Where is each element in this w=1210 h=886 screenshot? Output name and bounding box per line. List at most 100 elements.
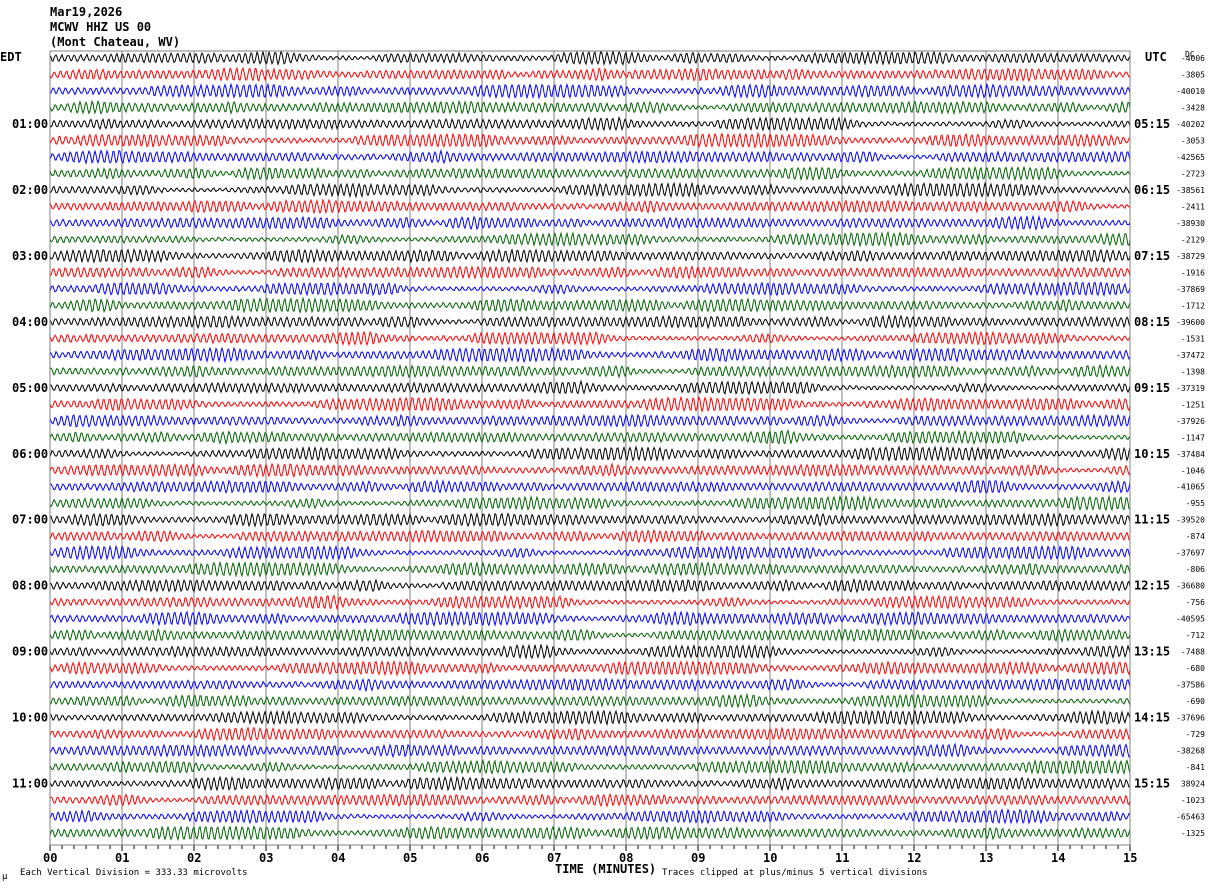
dc-offset-label: -1023 bbox=[1181, 796, 1205, 805]
dc-offset-label: -37696 bbox=[1176, 714, 1205, 723]
trace-35 bbox=[49, 610, 1131, 628]
trace-39 bbox=[49, 677, 1131, 693]
trace-4 bbox=[49, 99, 1131, 116]
right-hour-label: 07:15 bbox=[1134, 249, 1170, 263]
trace-24 bbox=[49, 429, 1131, 446]
dc-offset-label: -37319 bbox=[1176, 384, 1205, 393]
left-hour-label: 06:00 bbox=[12, 447, 48, 461]
dc-offset-label: -1046 bbox=[1181, 466, 1205, 475]
dc-offset-label: -37484 bbox=[1176, 450, 1205, 459]
dc-offset-label: -2129 bbox=[1181, 235, 1205, 244]
trace-28 bbox=[49, 494, 1131, 512]
dc-offset-label: 38924 bbox=[1181, 780, 1205, 789]
dc-offset-label: -841 bbox=[1186, 763, 1205, 772]
dc-offset-label: -680 bbox=[1186, 664, 1205, 673]
dc-label: DC bbox=[1185, 50, 1195, 59]
right-hour-label: 10:15 bbox=[1134, 447, 1170, 461]
location-label: (Mont Chateau, WV) bbox=[50, 35, 180, 49]
trace-1 bbox=[49, 49, 1131, 67]
dc-offset-label: -40010 bbox=[1176, 87, 1205, 96]
right-hour-label: 08:15 bbox=[1134, 315, 1170, 329]
dc-offset-label: -874 bbox=[1186, 532, 1205, 541]
left-hour-label: 03:00 bbox=[12, 249, 48, 263]
right-hour-label: 11:15 bbox=[1134, 513, 1170, 527]
right-hour-label: 12:15 bbox=[1134, 579, 1170, 593]
right-hour-label: 09:15 bbox=[1134, 381, 1170, 395]
station-label: MCWV HHZ US 00 bbox=[50, 20, 151, 34]
left-timezone-label: EDT bbox=[0, 50, 22, 64]
dc-offset-label: -37472 bbox=[1176, 351, 1205, 360]
trace-47 bbox=[49, 808, 1131, 825]
left-hour-label: 05:00 bbox=[12, 381, 48, 395]
trace-22 bbox=[49, 395, 1131, 414]
left-hour-label: 02:00 bbox=[12, 183, 48, 197]
trace-41 bbox=[49, 709, 1131, 727]
trace-20 bbox=[49, 363, 1131, 379]
trace-44 bbox=[49, 758, 1131, 776]
dc-offset-label: -1251 bbox=[1181, 400, 1205, 409]
dc-offset-label: -39520 bbox=[1176, 516, 1205, 525]
left-hour-label: 11:00 bbox=[12, 777, 48, 791]
x-axis-title: TIME (MINUTES) bbox=[555, 862, 656, 876]
dc-offset-label: -3053 bbox=[1181, 136, 1205, 145]
trace-11 bbox=[49, 214, 1131, 232]
trace-27 bbox=[49, 479, 1131, 494]
right-hour-label: 15:15 bbox=[1134, 777, 1170, 791]
dc-offset-label: -36680 bbox=[1176, 582, 1205, 591]
trace-30 bbox=[49, 528, 1131, 545]
dc-offset-label: -37697 bbox=[1176, 549, 1205, 558]
left-hour-label: 07:00 bbox=[12, 513, 48, 527]
dc-offset-label: -1325 bbox=[1181, 829, 1205, 838]
trace-40 bbox=[49, 692, 1131, 709]
trace-23 bbox=[49, 413, 1131, 428]
clip-note: Traces clipped at plus/minus 5 vertical … bbox=[662, 868, 928, 878]
dc-offset-label: -729 bbox=[1186, 730, 1205, 739]
dc-offset-label: -41065 bbox=[1176, 483, 1205, 492]
scale-note: Each Vertical Division = 333.33 microvol… bbox=[20, 868, 248, 878]
trace-32 bbox=[49, 560, 1131, 578]
right-timezone-label: UTC bbox=[1145, 50, 1167, 64]
x-tick-label: 01 bbox=[115, 851, 129, 865]
trace-33 bbox=[49, 577, 1131, 594]
dc-offset-label: -955 bbox=[1186, 499, 1205, 508]
trace-34 bbox=[49, 594, 1131, 611]
trace-15 bbox=[49, 281, 1131, 298]
dc-offset-label: -1147 bbox=[1181, 433, 1205, 442]
trace-43 bbox=[49, 742, 1131, 759]
left-hour-label: 01:00 bbox=[12, 117, 48, 131]
dc-offset-label: -3805 bbox=[1181, 70, 1205, 79]
left-hour-label: 08:00 bbox=[12, 579, 48, 593]
trace-12 bbox=[49, 230, 1131, 249]
mu-icon: µ bbox=[2, 872, 8, 882]
trace-18 bbox=[49, 330, 1131, 347]
trace-14 bbox=[50, 264, 1131, 281]
right-hour-label: 14:15 bbox=[1134, 711, 1170, 725]
trace-3 bbox=[49, 82, 1131, 100]
x-tick-label: 12 bbox=[907, 851, 921, 865]
trace-13 bbox=[49, 248, 1131, 265]
dc-offset-label: -806 bbox=[1186, 565, 1205, 574]
trace-31 bbox=[49, 544, 1131, 562]
trace-46 bbox=[49, 792, 1131, 809]
trace-42 bbox=[49, 726, 1131, 742]
trace-36 bbox=[49, 627, 1131, 644]
trace-16 bbox=[49, 296, 1131, 315]
x-tick-label: 15 bbox=[1123, 851, 1137, 865]
dc-offset-label: -756 bbox=[1186, 598, 1205, 607]
trace-7 bbox=[49, 148, 1131, 165]
dc-offset-label: -690 bbox=[1186, 697, 1205, 706]
x-tick-label: 10 bbox=[763, 851, 777, 865]
x-tick-label: 02 bbox=[187, 851, 201, 865]
left-hour-label: 10:00 bbox=[12, 711, 48, 725]
dc-offset-label: -7488 bbox=[1181, 648, 1205, 657]
trace-6 bbox=[49, 131, 1131, 149]
trace-10 bbox=[49, 198, 1131, 215]
dc-offset-label: -2411 bbox=[1181, 202, 1205, 211]
x-tick-label: 14 bbox=[1051, 851, 1065, 865]
dc-offset-label: -1916 bbox=[1181, 268, 1205, 277]
trace-9 bbox=[49, 181, 1131, 199]
trace-37 bbox=[49, 643, 1131, 660]
left-hour-label: 04:00 bbox=[12, 315, 48, 329]
trace-19 bbox=[49, 346, 1131, 364]
